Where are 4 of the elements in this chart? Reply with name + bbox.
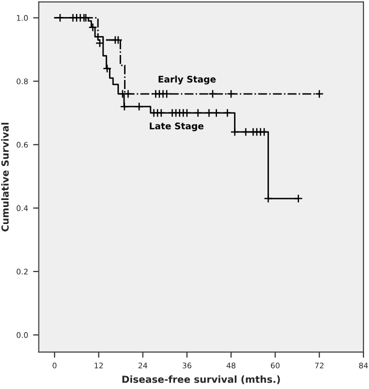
series-label: Late Stage: [150, 122, 204, 132]
series-label: Early Stage: [158, 76, 216, 84]
y-axis-title: Cumulative Survival: [1, 122, 9, 232]
x-axis-title: Disease-free survival (mths.): [122, 375, 280, 384]
